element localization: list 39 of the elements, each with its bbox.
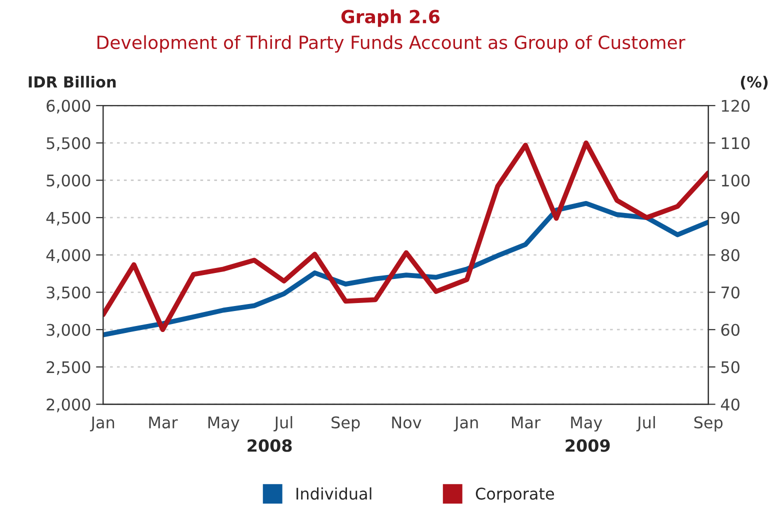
line-series [103,200,708,338]
legend-label: Corporate [476,488,554,503]
x-tick-label: Sep [694,416,723,432]
x-tick-label: Jan [454,416,478,432]
y2-tick-label: 110 [722,137,750,150]
x-tick-label: Nov [392,416,422,428]
y-tick-label: 5,000 [46,174,90,188]
y2-tick-label: 90 [721,212,740,224]
y2-tick-label: 60 [721,324,740,336]
text: 2009 [566,439,610,452]
y-tick-label: 3,500 [46,286,90,300]
legend-label: Individual [296,487,372,500]
x-tick-label: Jul [636,416,655,432]
y2-axis-title: (%) [740,76,768,90]
y-tick-label: 2,000 [46,398,90,412]
x-tick-label: Sep [332,416,360,432]
y-axis-title: IDR Billion [28,76,116,88]
x-tick-label: Mar [149,416,178,428]
y2-tick-label: 50 [721,361,740,374]
y-tick-label: 6,000 [46,100,90,114]
x-tick-label: May [208,416,240,432]
line-series [103,140,708,332]
y2-tick-label: 120 [722,100,750,112]
y-tick-label: 4,500 [46,212,90,226]
y-tick-label: 3,000 [46,324,90,338]
y2-tick-label: 80 [721,249,740,262]
y-tick-label: 5,500 [46,137,90,151]
y-tick-label: 4,000 [46,249,90,263]
x-tick-label: Jan [90,416,114,432]
y2-tick-label: 40 [720,398,740,411]
x-tick-label: May [571,416,602,432]
y-tick-label: 2,500 [46,361,90,375]
x-tick-label: Mar [512,416,541,428]
x-tick-label: Jul [274,416,292,432]
chart-title: Graph 2.6 [341,9,440,27]
text: 2008 [248,439,292,452]
y2-tick-label: 70 [721,286,740,299]
y2-tick-label: 100 [722,174,750,187]
chart-subtitle: Development of Third Party Funds Account as Group of Customer [97,35,686,53]
